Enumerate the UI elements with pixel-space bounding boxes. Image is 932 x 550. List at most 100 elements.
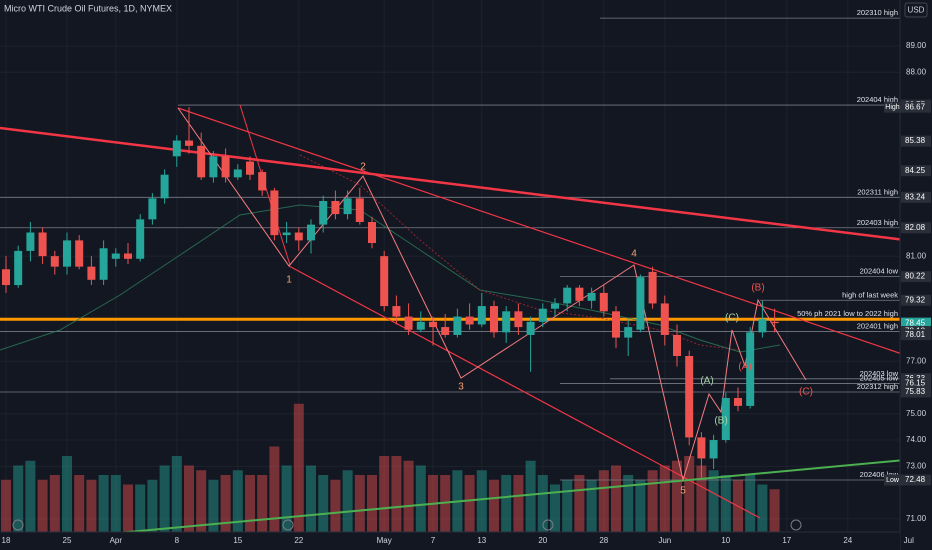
volume-bar: [550, 484, 560, 532]
volume-bar: [562, 479, 573, 532]
y-tick-label: 74.00: [906, 435, 927, 444]
candle-body: [38, 232, 47, 257]
volume-bar: [489, 479, 499, 532]
volume-bar: [196, 470, 207, 532]
volume-bar: [476, 470, 487, 532]
wave-label: (A): [738, 362, 751, 373]
grid: [0, 0, 910, 532]
price-label: 78.45: [905, 318, 926, 327]
x-tick-label: Apr: [110, 536, 123, 545]
candle-body: [673, 334, 681, 356]
volume-bar: [367, 475, 377, 532]
candle-body: [209, 156, 218, 178]
wave-label: 5: [680, 486, 686, 497]
price-label: 82.08: [905, 223, 926, 232]
candle-body: [404, 316, 413, 330]
candle-body: [660, 303, 669, 335]
volume-bar: [354, 475, 365, 532]
x-tick-label: 22: [294, 536, 303, 545]
price-tag-box: [884, 101, 901, 113]
candle-body: [99, 248, 108, 280]
candle-body: [490, 306, 498, 333]
candle-body: [429, 321, 437, 328]
volume-bar: [208, 479, 219, 532]
candle-body: [734, 398, 742, 406]
volume-bar: [98, 475, 109, 532]
volume-bar: [147, 479, 158, 532]
candle-body: [648, 271, 657, 304]
volume-bar: [330, 479, 341, 532]
candle-body: [502, 311, 511, 333]
x-tick-label: 17: [782, 536, 791, 545]
price-tag: High: [885, 104, 900, 111]
candle-body: [538, 308, 547, 322]
level-label: 202403 low: [860, 369, 899, 378]
x-tick-label: Jun: [658, 536, 671, 545]
candle-body: [746, 332, 755, 406]
level-label: 202405 low: [860, 374, 899, 383]
candle-body: [551, 303, 559, 309]
price-label: 76.15: [905, 379, 926, 388]
price-label: 83.24: [905, 192, 926, 201]
volume-bar: [708, 470, 719, 532]
volume-bar: [86, 479, 97, 532]
volume-bar: [501, 475, 512, 532]
channel-line: [177, 107, 906, 356]
x-tick-label: Jul: [904, 536, 914, 545]
candle-body: [380, 256, 389, 307]
volume-bar: [403, 460, 414, 532]
volume-bar: [464, 475, 475, 532]
price-box: [901, 165, 931, 177]
price-box: [901, 317, 931, 329]
price-box: [901, 329, 931, 341]
candle-body: [770, 321, 779, 324]
volume-bar: [135, 484, 146, 532]
price-label: 79.32: [905, 295, 926, 304]
price-box: [901, 294, 931, 306]
volume-bar: [623, 475, 634, 532]
y-tick-label: 75.00: [906, 409, 927, 418]
volume-bar: [257, 475, 268, 532]
volume-bar: [672, 460, 682, 532]
candle-body: [709, 440, 718, 459]
x-tick-label: 7: [431, 536, 436, 545]
volume-bar: [220, 475, 231, 532]
volume-bar: [13, 465, 24, 532]
x-tick-label: 24: [843, 536, 852, 545]
volume-bar: [745, 475, 756, 532]
volume-bar: [25, 460, 36, 532]
x-tick-label: 15: [233, 536, 242, 545]
candle-body: [331, 200, 340, 215]
time-axis: [0, 532, 900, 550]
price-box: [901, 135, 931, 147]
candle-body: [612, 311, 620, 338]
volume-bar: [74, 475, 85, 532]
wave-label: (B): [751, 283, 764, 294]
candle-body: [355, 198, 364, 222]
support-line: [84, 459, 906, 537]
volume-bar: [37, 479, 48, 532]
volume-bar: [49, 475, 60, 532]
volume-bar: [110, 475, 121, 532]
candle-body: [75, 240, 84, 267]
candle-body: [343, 198, 352, 215]
volume-bar: [513, 475, 524, 532]
volume-bar: [611, 465, 621, 532]
axis-layer: 89.00 88.00 81.00 77.00 75.00 74.00 73.00 71.00…: [2, 41, 931, 545]
level-label: 202311 high: [857, 187, 898, 196]
candle-body: [514, 311, 523, 328]
level-label: 202406 low: [860, 470, 899, 479]
candle-body: [575, 287, 584, 301]
candle-body: [14, 250, 23, 286]
currency: USD: [908, 6, 925, 15]
volume-bar: [415, 465, 426, 532]
candle-body: [587, 292, 596, 301]
volume-bar: [696, 465, 707, 532]
volume-bar: [159, 465, 170, 532]
candle-body: [111, 253, 120, 259]
y-tick-label: 88.00: [906, 67, 927, 76]
annotation-layer: 1 2 3 4 5 (A) (B) (C) (A) (B) (C): [286, 162, 813, 497]
volume-bar: [232, 470, 243, 532]
volume-bar: [184, 465, 194, 532]
volume-bar: [171, 456, 182, 532]
